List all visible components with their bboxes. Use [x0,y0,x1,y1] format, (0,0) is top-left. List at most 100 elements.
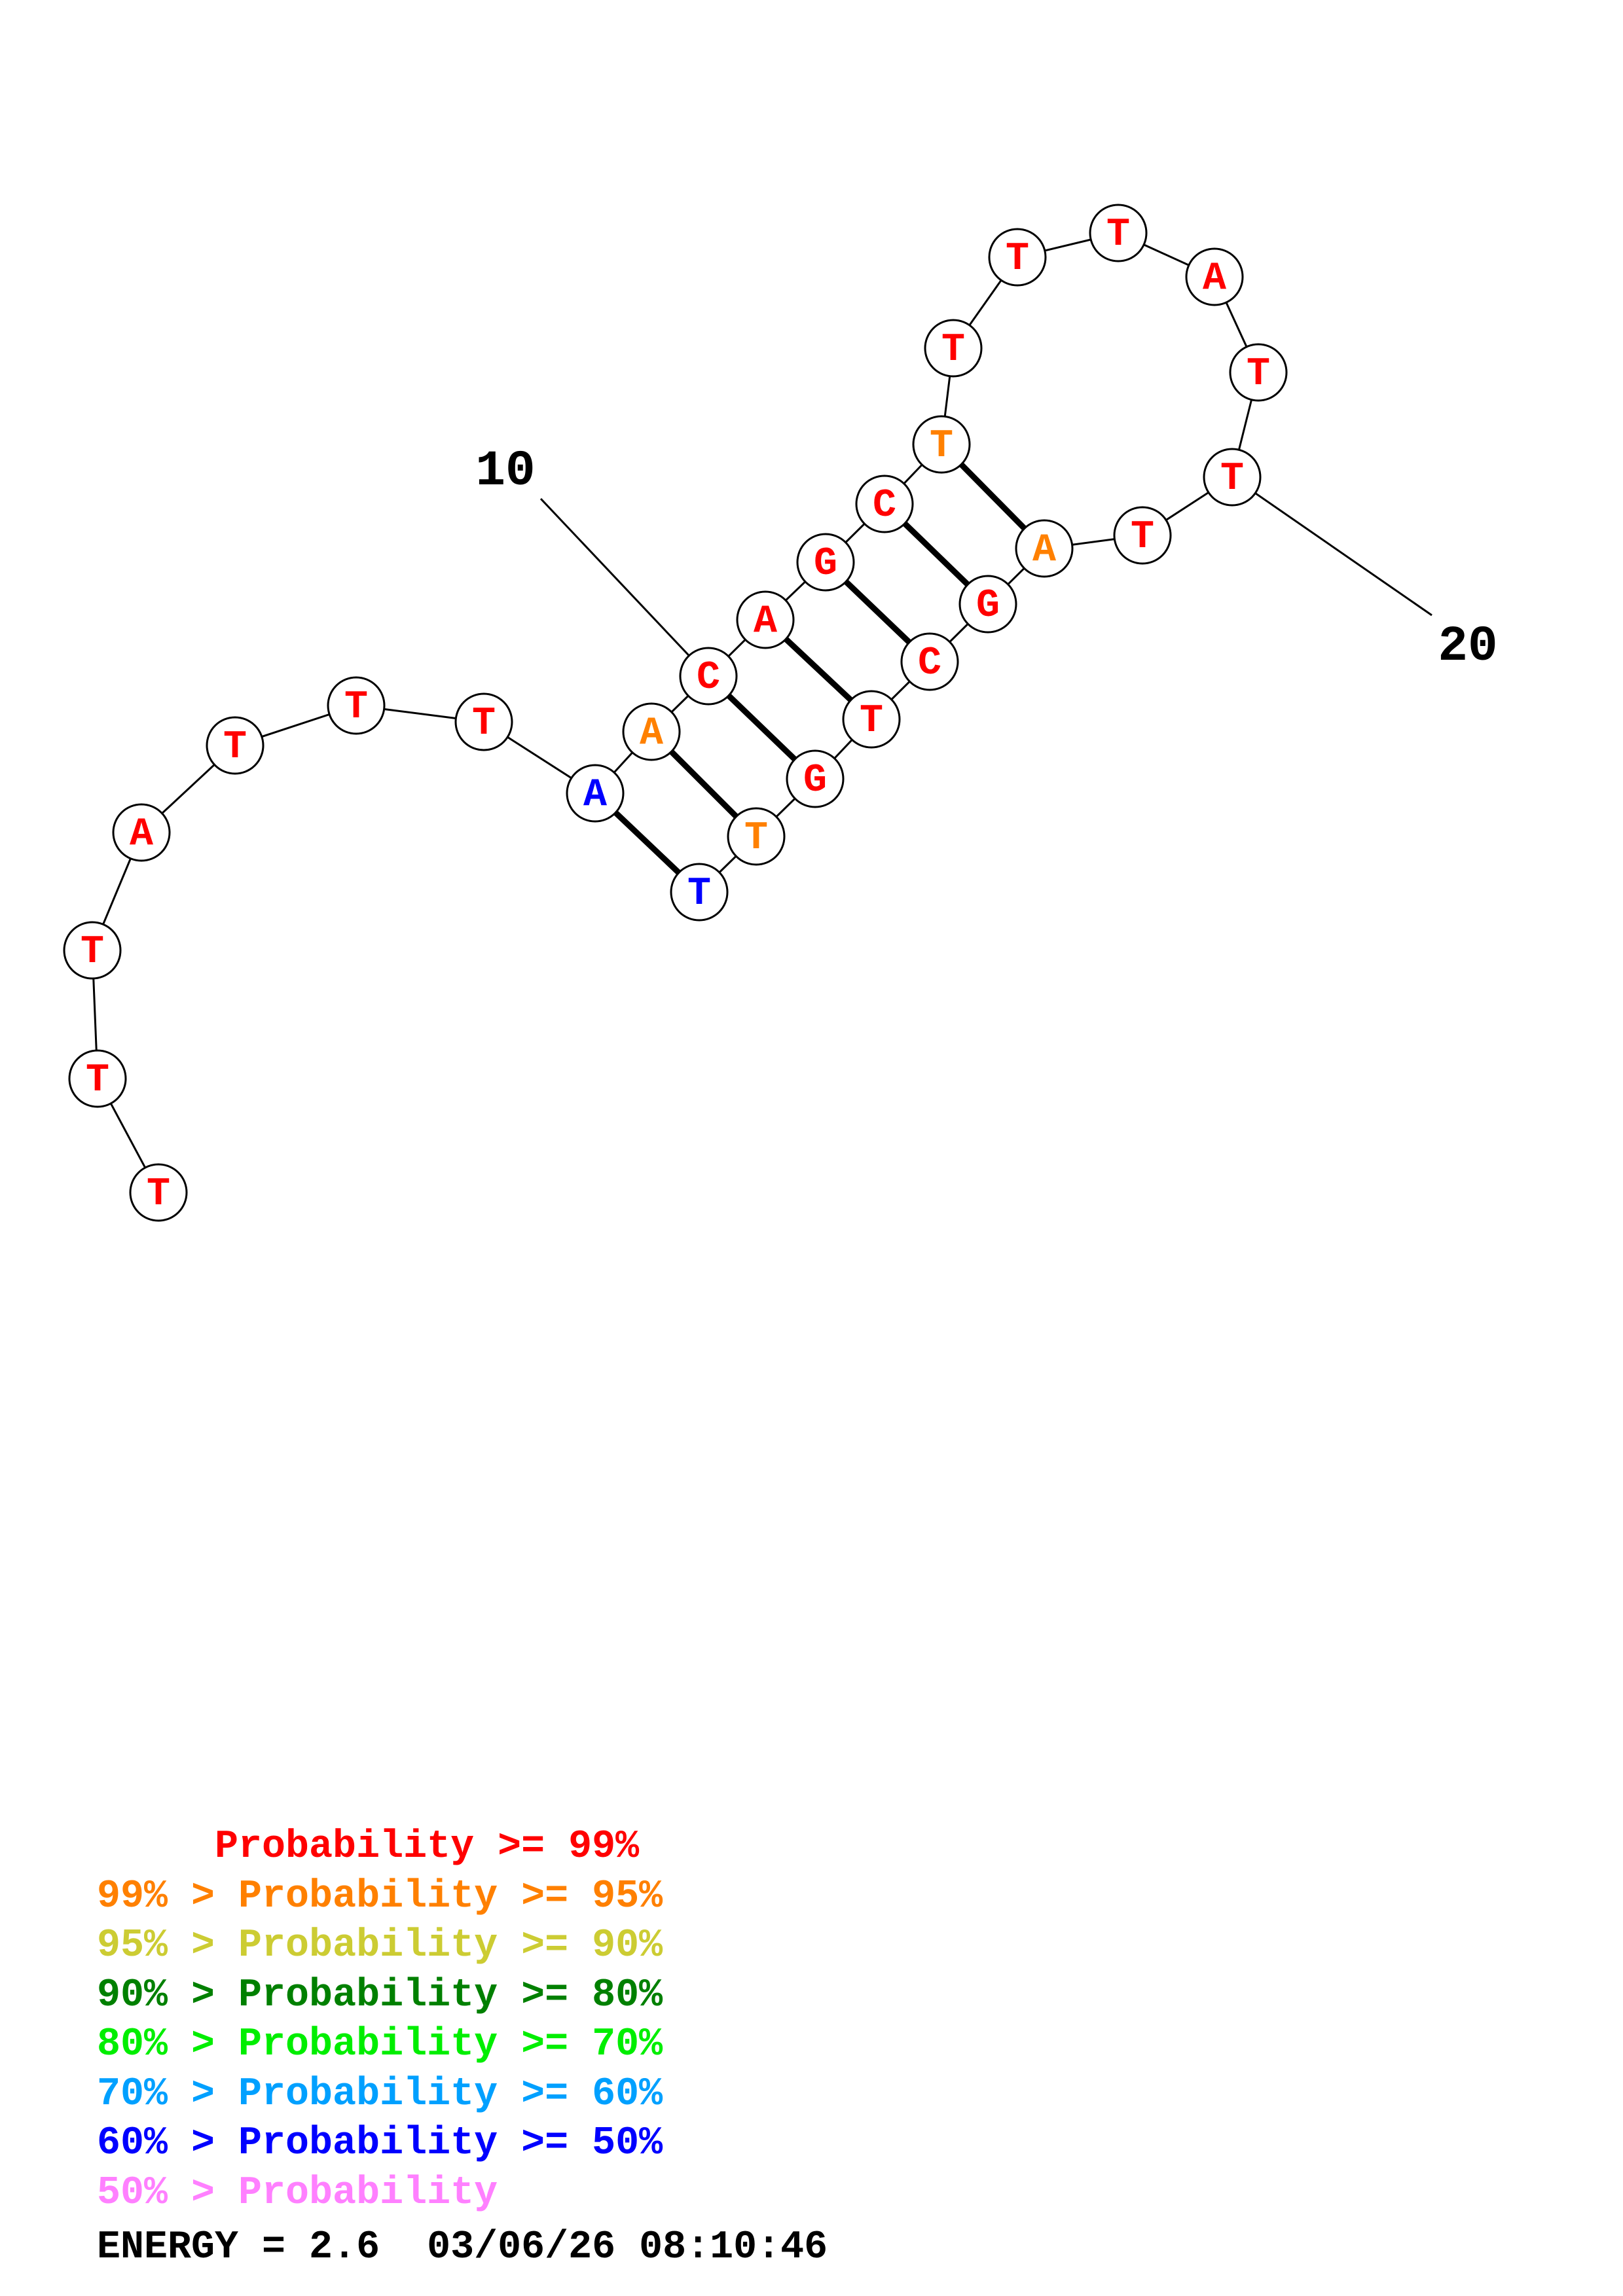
nucleotide-circle [1113,506,1172,565]
nucleotide-letter: T [472,702,496,746]
legend-entry: 95% > Probability >= 90% [97,1924,663,1968]
nucleotide: T [454,692,513,751]
nucleotide-letter: C [697,656,720,700]
nucleotide: T [129,1163,188,1222]
nucleotide: A [112,803,171,862]
nucleotide-letter: T [860,699,883,744]
nucleotide: G [786,749,845,808]
nucleotide-circle [112,803,171,862]
nucleotide-letter: T [687,872,711,916]
legend-entry: 50% > Probability [97,2170,498,2215]
nucleotide-letter: G [803,759,827,803]
nucleotide: T [206,716,264,775]
legend-entry: 60% > Probability >= 50% [97,2121,663,2166]
nucleotide-letter: T [930,424,953,469]
position-label-line [539,497,710,677]
nucleotide: T [1203,448,1262,507]
nucleotide-circle [1185,247,1244,306]
legend-entry: 99% > Probability >= 95% [97,1874,663,1919]
nucleotide-circle [958,575,1017,634]
nucleotide-circle [1015,519,1074,578]
legend-entry: 90% > Probability >= 80% [97,1973,663,2018]
nucleotide-circle [842,690,901,749]
nucleotide-circle [679,647,738,706]
nucleotide: T [727,807,786,866]
nucleotide: T [912,415,971,474]
nucleotide-letter: T [344,685,368,730]
nucleotide: A [622,702,681,761]
nucleotide: T [924,319,983,378]
nucleotide: A [1015,519,1074,578]
nucleotide-circle [1229,343,1288,402]
nucleotide: T [842,690,901,749]
nucleotide: G [958,575,1017,634]
nucleotide-circle [566,764,625,823]
nucleotide-circle [63,921,122,980]
nucleotide-letter: T [941,328,965,372]
nucleotide: T [1113,506,1172,565]
nucleotide: T [1229,343,1288,402]
nucleotide-letter: A [754,600,777,644]
legend-entry: 80% > Probability >= 70% [97,2022,663,2067]
nucleotide-letter: G [976,584,1000,628]
position-label: 20 [1438,619,1497,675]
nucleotide: C [855,475,914,533]
nucleotide-letter: T [86,1058,109,1103]
base-pair-layer [593,442,1047,895]
nucleotide: C [679,647,738,706]
nucleotide: A [1185,247,1244,306]
nucleotide-circle [900,632,959,691]
nucleotide-letter: T [1106,213,1130,257]
nucleotide-letter: C [873,484,896,528]
nucleotide-circle [622,702,681,761]
nucleotide-letter: T [147,1172,170,1217]
nucleotide-circle [129,1163,188,1222]
nucleotide-circle [206,716,264,775]
energy-line: ENERGY = 2.6 03/06/26 08:10:46 [97,2225,828,2270]
nucleotide-letter: T [1220,457,1244,501]
nucleotide: T [63,921,122,980]
nucleotide-letter: T [223,725,247,770]
nucleotide-letter: T [1006,237,1029,281]
nucleotide-circle [786,749,845,808]
nucleotide-circle [988,228,1047,287]
nucleotide-circle [796,533,855,592]
nucleotide-circle [327,676,386,735]
nucleotide-circle [924,319,983,378]
nucleotide-circle [670,863,729,922]
nucleotide: T [988,228,1047,287]
backbone-layer [91,232,1260,1193]
nucleotide-letter: A [130,812,153,857]
nucleotide-letter: A [640,711,663,756]
nucleotide: T [68,1049,127,1108]
position-label-layer: 10 20 [475,443,1497,675]
nucleotide-letter: G [814,542,837,586]
nucleotide-letter: A [583,773,607,817]
nucleotide-letter: A [1203,257,1226,301]
position-label: 10 [475,443,535,499]
nucleotide-letter: T [744,816,768,861]
nucleotide-circle [912,415,971,474]
probability-legend: Probability >= 99% 99% > Probability >= 9… [97,1823,663,2218]
nucleotide-circle [1203,448,1262,507]
nucleotide-letter: C [918,641,941,686]
nucleotide-letter: T [1131,515,1154,560]
nucleotide: T [670,863,729,922]
position-label-lines [539,476,1432,677]
nucleotide-circle [68,1049,127,1108]
legend-entry: Probability >= 99% [97,1825,640,1869]
nucleotide: T [1089,204,1148,262]
nucleotide-letter: T [81,930,104,975]
nucleotide-circle [855,475,914,533]
nucleotide: T [327,676,386,735]
nucleotide: C [900,632,959,691]
nucleotide: A [736,590,795,649]
position-label-line [1231,476,1432,617]
nucleotide-letter: T [1247,352,1270,397]
nucleotide-circle [736,590,795,649]
nucleotide: A [566,764,625,823]
legend-entry: 70% > Probability >= 60% [97,2072,663,2117]
nucleotide-letter: A [1032,528,1056,573]
